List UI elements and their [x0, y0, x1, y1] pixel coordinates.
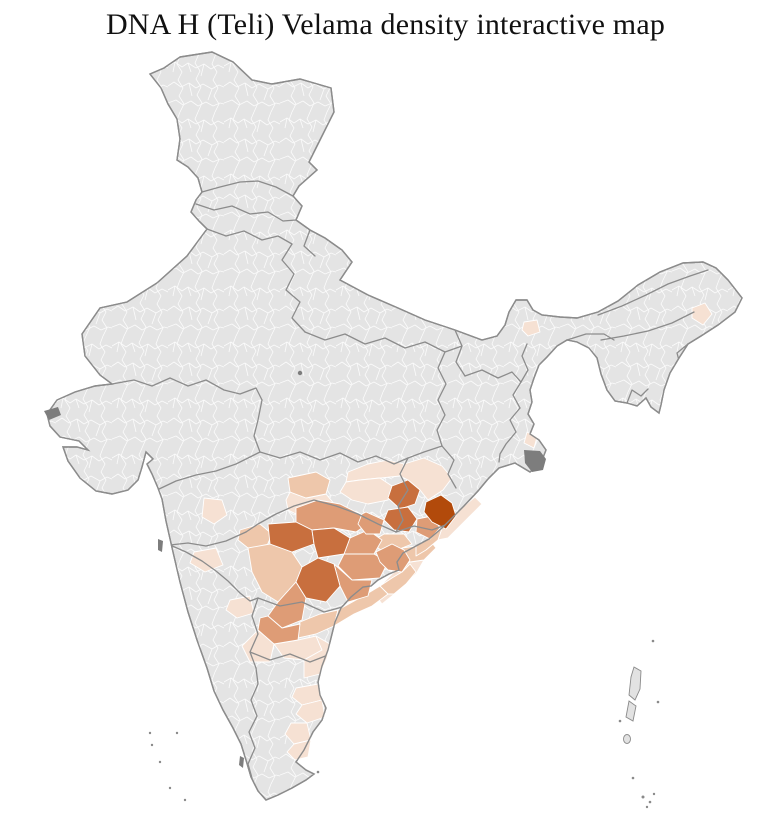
district-region[interactable] [201, 497, 228, 525]
district-region[interactable] [189, 547, 224, 573]
dark-map-patches [44, 370, 546, 768]
district-region[interactable] [295, 557, 341, 603]
district-region[interactable] [691, 302, 713, 326]
district-region[interactable] [383, 506, 418, 533]
district-region[interactable] [379, 563, 417, 595]
map-title: DNA H (Teli) Velama density interactive … [105, 8, 666, 41]
district-region[interactable] [399, 457, 453, 501]
district-region[interactable] [225, 595, 255, 619]
state-borders [111, 180, 709, 779]
district-region[interactable] [337, 553, 389, 581]
district-region[interactable] [287, 471, 331, 499]
district-region[interactable] [311, 527, 351, 559]
lakshadweep-islands[interactable] [148, 731, 187, 802]
district-region[interactable] [295, 699, 326, 724]
district-region[interactable] [423, 494, 457, 530]
district-region[interactable] [339, 477, 393, 505]
district-region[interactable] [387, 479, 421, 510]
district-region[interactable] [257, 615, 301, 645]
district-regions-layer[interactable] [189, 302, 713, 761]
island-dots [316, 639, 660, 809]
district-region[interactable] [375, 543, 411, 573]
andaman-nicobar-islands[interactable] [623, 666, 642, 744]
district-region[interactable] [521, 319, 541, 337]
